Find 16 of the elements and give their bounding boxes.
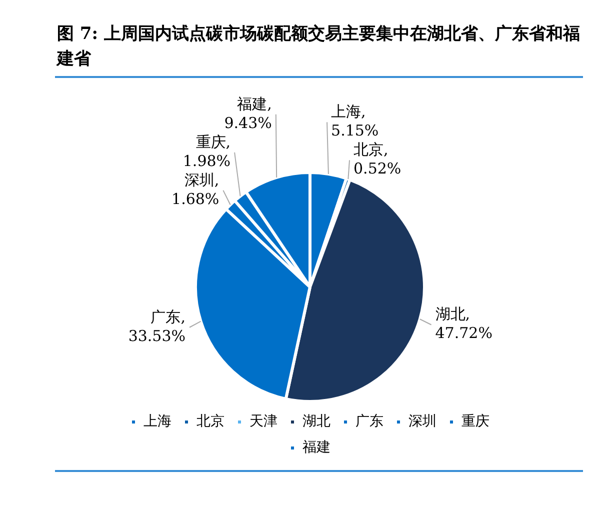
legend-label: 北京 <box>196 414 224 430</box>
legend-label: 福建 <box>302 440 330 456</box>
data-label: 北京, 0.52% <box>354 140 402 178</box>
legend-label: 湖北 <box>302 414 330 430</box>
legend-label: 深圳 <box>408 414 436 430</box>
data-label: 深圳, 1.68% <box>172 170 220 208</box>
chart-title: 图 7: 上周国内试点碳市场碳配额交易主要集中在湖北省、广东省和福建省 <box>57 23 581 71</box>
legend-label: 重庆 <box>462 414 490 430</box>
data-label: 广东, 33.53% <box>128 308 186 345</box>
data-label: 重庆, 1.98% <box>182 132 231 170</box>
data-label: 湖北, 47.72% <box>435 305 492 342</box>
data-label: 福建, 9.43% <box>224 94 272 132</box>
legend-label: 上海 <box>144 414 172 430</box>
legend-label: 天津 <box>250 414 278 430</box>
legend-label: 广东 <box>356 414 384 430</box>
data-label: 上海, 5.15% <box>331 102 379 140</box>
